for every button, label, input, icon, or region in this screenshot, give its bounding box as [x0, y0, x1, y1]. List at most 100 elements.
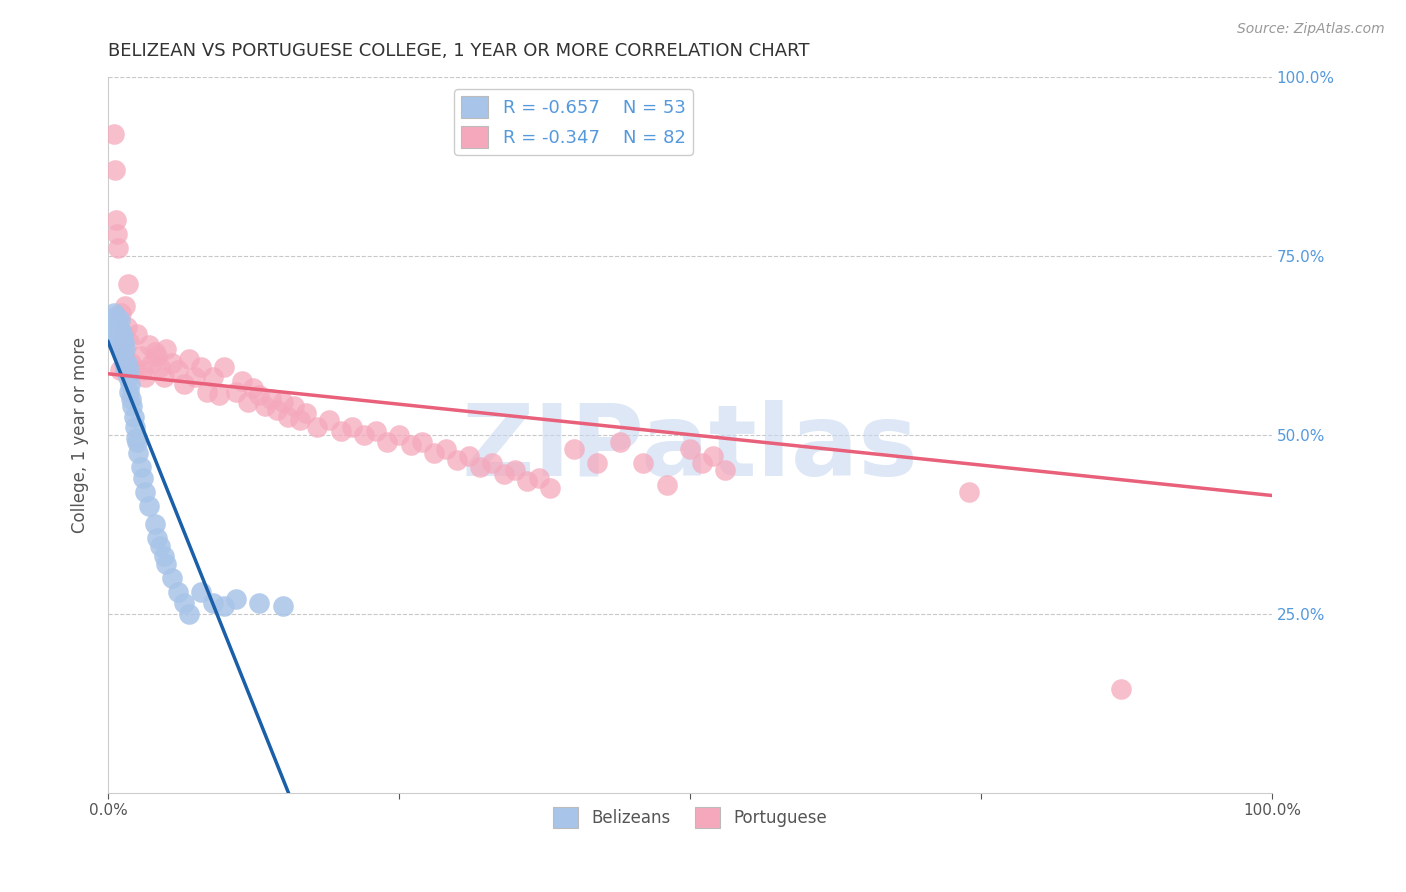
Point — [160, 356, 183, 370]
Point — [609, 434, 631, 449]
Point — [114, 299, 136, 313]
Point — [516, 474, 538, 488]
Point — [115, 320, 138, 334]
Point — [399, 438, 422, 452]
Point — [679, 442, 702, 456]
Point — [1109, 681, 1132, 696]
Point — [122, 363, 145, 377]
Point — [207, 388, 229, 402]
Legend: Belizeans, Portuguese: Belizeans, Portuguese — [546, 801, 834, 834]
Point — [138, 338, 160, 352]
Point — [295, 406, 318, 420]
Point — [179, 352, 201, 367]
Point — [111, 327, 134, 342]
Point — [105, 313, 128, 327]
Point — [254, 399, 277, 413]
Point — [117, 370, 139, 384]
Point — [122, 409, 145, 424]
Point — [146, 532, 169, 546]
Point — [105, 227, 128, 241]
Point — [702, 449, 724, 463]
Point — [225, 592, 247, 607]
Y-axis label: College, 1 year or more: College, 1 year or more — [72, 336, 89, 533]
Point — [108, 363, 131, 377]
Point — [112, 349, 135, 363]
Point — [195, 384, 218, 399]
Point — [364, 424, 387, 438]
Point — [173, 377, 195, 392]
Text: BELIZEAN VS PORTUGUESE COLLEGE, 1 YEAR OR MORE CORRELATION CHART: BELIZEAN VS PORTUGUESE COLLEGE, 1 YEAR O… — [108, 42, 810, 60]
Point — [411, 434, 433, 449]
Point — [110, 324, 132, 338]
Point — [342, 420, 364, 434]
Point — [103, 127, 125, 141]
Point — [112, 349, 135, 363]
Point — [655, 477, 678, 491]
Point — [585, 456, 607, 470]
Point — [470, 459, 492, 474]
Point — [103, 313, 125, 327]
Point — [114, 363, 136, 377]
Point — [138, 500, 160, 514]
Point — [423, 445, 446, 459]
Point — [127, 434, 149, 449]
Point — [146, 349, 169, 363]
Point — [112, 327, 135, 342]
Point — [166, 585, 188, 599]
Point — [118, 384, 141, 399]
Point — [957, 484, 980, 499]
Point — [562, 442, 585, 456]
Text: Source: ZipAtlas.com: Source: ZipAtlas.com — [1237, 22, 1385, 37]
Point — [132, 363, 155, 377]
Point — [242, 381, 264, 395]
Point — [155, 557, 177, 571]
Point — [538, 481, 561, 495]
Point — [277, 409, 299, 424]
Point — [247, 596, 270, 610]
Point — [143, 345, 166, 359]
Point — [160, 571, 183, 585]
Point — [271, 395, 294, 409]
Point — [307, 420, 329, 434]
Point — [214, 599, 236, 614]
Point — [107, 242, 129, 256]
Point — [118, 334, 141, 349]
Point — [184, 370, 207, 384]
Point — [225, 384, 247, 399]
Point — [107, 320, 129, 334]
Point — [121, 399, 143, 413]
Point — [124, 420, 146, 434]
Point — [111, 345, 134, 359]
Point — [105, 310, 128, 324]
Point — [125, 431, 148, 445]
Point — [492, 467, 515, 481]
Point — [153, 370, 176, 384]
Point — [173, 596, 195, 610]
Point — [107, 331, 129, 345]
Point — [201, 370, 224, 384]
Point — [457, 449, 479, 463]
Point — [505, 463, 527, 477]
Point — [103, 320, 125, 334]
Point — [112, 331, 135, 345]
Point — [288, 413, 311, 427]
Point — [104, 162, 127, 177]
Point — [166, 363, 188, 377]
Point — [112, 334, 135, 349]
Point — [318, 413, 340, 427]
Point — [115, 356, 138, 370]
Point — [111, 342, 134, 356]
Point — [108, 334, 131, 349]
Point — [527, 470, 550, 484]
Point — [110, 338, 132, 352]
Point — [201, 596, 224, 610]
Point — [231, 374, 253, 388]
Point — [236, 395, 259, 409]
Point — [481, 456, 503, 470]
Point — [329, 424, 352, 438]
Point — [388, 427, 411, 442]
Point — [143, 517, 166, 532]
Point — [155, 342, 177, 356]
Point — [129, 459, 152, 474]
Point — [353, 427, 375, 442]
